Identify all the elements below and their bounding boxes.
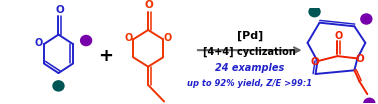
Circle shape	[364, 98, 375, 104]
Text: O: O	[356, 54, 365, 64]
Text: +: +	[98, 47, 113, 65]
Text: O: O	[124, 33, 133, 43]
Text: O: O	[310, 57, 319, 67]
Circle shape	[81, 35, 91, 46]
Text: O: O	[145, 0, 153, 10]
Circle shape	[309, 7, 320, 17]
Text: up to 92% yield, Z/E >99:1: up to 92% yield, Z/E >99:1	[187, 79, 312, 88]
Text: O: O	[334, 31, 342, 41]
Text: 24 examples: 24 examples	[215, 63, 284, 74]
Circle shape	[361, 14, 372, 24]
Text: [4+4] cyclization: [4+4] cyclization	[203, 47, 296, 57]
Text: O: O	[55, 5, 64, 15]
Text: [Pd]: [Pd]	[237, 30, 263, 41]
Circle shape	[53, 81, 64, 91]
Text: O: O	[35, 38, 43, 48]
Text: O: O	[164, 33, 172, 43]
